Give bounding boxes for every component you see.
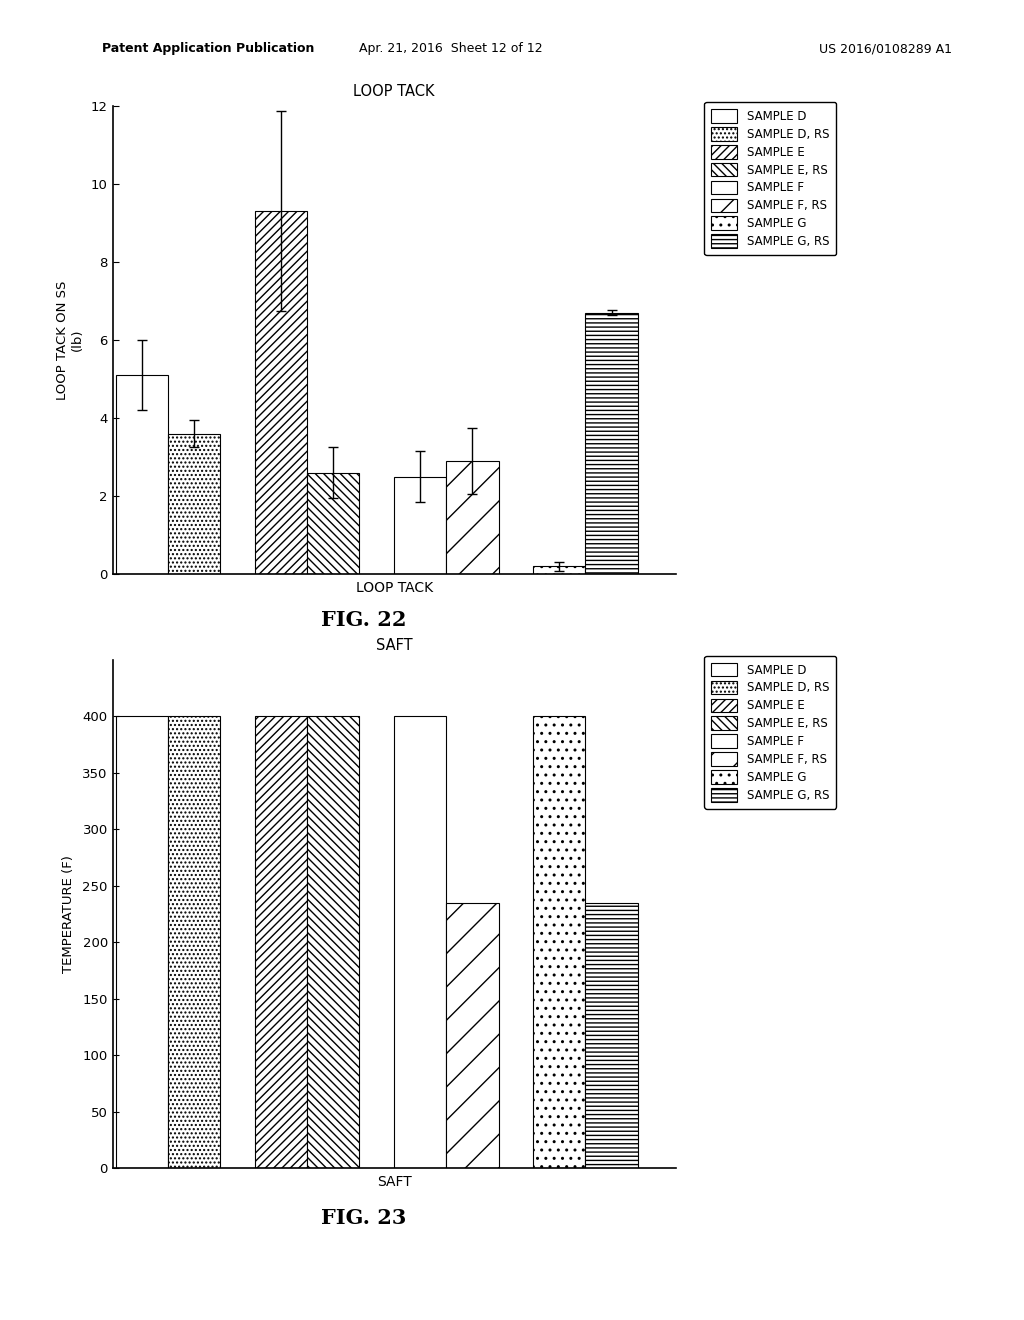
Bar — [534, 566, 586, 574]
Bar — [586, 903, 638, 1168]
X-axis label: SAFT: SAFT — [377, 1175, 412, 1189]
Title: LOOP TACK: LOOP TACK — [353, 84, 435, 99]
Bar — [255, 717, 307, 1168]
X-axis label: LOOP TACK: LOOP TACK — [355, 581, 433, 595]
Y-axis label: LOOP TACK ON SS
(lb): LOOP TACK ON SS (lb) — [56, 280, 84, 400]
Bar — [255, 211, 307, 574]
Text: FIG. 23: FIG. 23 — [321, 1208, 407, 1228]
Bar — [116, 375, 168, 574]
Text: US 2016/0108289 A1: US 2016/0108289 A1 — [819, 42, 952, 55]
Bar — [534, 717, 586, 1168]
Bar — [394, 477, 446, 574]
Bar — [168, 434, 220, 574]
Bar — [394, 717, 446, 1168]
Bar — [307, 717, 359, 1168]
Title: SAFT: SAFT — [376, 639, 413, 653]
Bar — [307, 473, 359, 574]
Bar — [446, 903, 499, 1168]
Text: FIG. 22: FIG. 22 — [321, 610, 407, 630]
Y-axis label: TEMPERATURE (F): TEMPERATURE (F) — [62, 855, 76, 973]
Legend: SAMPLE D, SAMPLE D, RS, SAMPLE E, SAMPLE E, RS, SAMPLE F, SAMPLE F, RS, SAMPLE G: SAMPLE D, SAMPLE D, RS, SAMPLE E, SAMPLE… — [705, 656, 837, 809]
Bar — [116, 717, 168, 1168]
Text: Patent Application Publication: Patent Application Publication — [102, 42, 314, 55]
Legend: SAMPLE D, SAMPLE D, RS, SAMPLE E, SAMPLE E, RS, SAMPLE F, SAMPLE F, RS, SAMPLE G: SAMPLE D, SAMPLE D, RS, SAMPLE E, SAMPLE… — [705, 102, 837, 255]
Text: Apr. 21, 2016  Sheet 12 of 12: Apr. 21, 2016 Sheet 12 of 12 — [358, 42, 543, 55]
Bar — [446, 461, 499, 574]
Bar — [586, 313, 638, 574]
Bar — [168, 717, 220, 1168]
